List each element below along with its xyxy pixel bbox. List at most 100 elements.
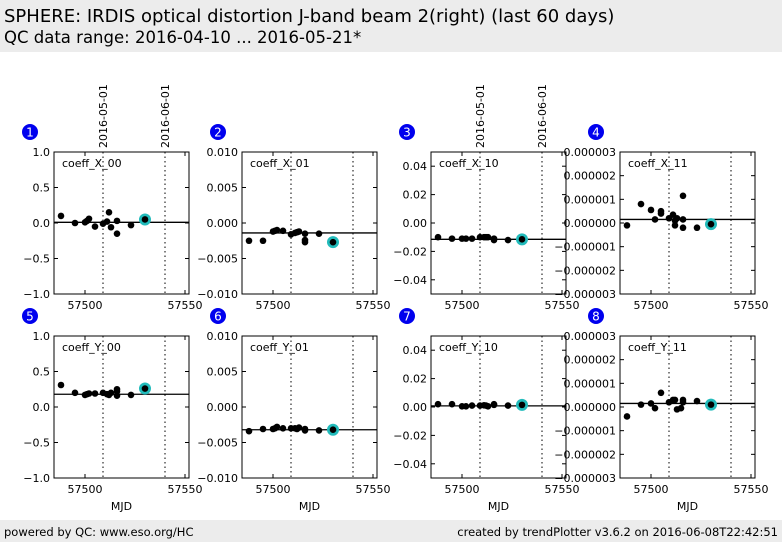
- data-point: [279, 425, 287, 432]
- date-marker-label: 2016-05-01: [97, 84, 110, 148]
- y-tick-label: −0.000003: [554, 288, 616, 301]
- plot-frame: [430, 151, 567, 295]
- y-tick-label: 0.010: [207, 146, 239, 159]
- data-point: [693, 397, 701, 405]
- y-tick-label: 0.00: [403, 401, 428, 414]
- x-tick-label: 57550: [168, 299, 203, 312]
- data-point: [671, 222, 679, 229]
- latest-data-point: [518, 401, 526, 409]
- x-axis-label: MJD: [111, 500, 132, 513]
- y-tick-label: 0.000: [207, 401, 239, 414]
- data-point: [279, 227, 287, 235]
- data-point: [245, 237, 253, 245]
- y-tick-label: 0.02: [403, 373, 428, 386]
- date-marker-label: 2016-05-01: [474, 84, 487, 148]
- y-tick-label: −0.005: [197, 437, 238, 450]
- x-axis-label: MJD: [488, 500, 509, 513]
- x-tick-label: 57500: [256, 299, 291, 312]
- footer-powered-by: powered by QC: www.eso.org/HC: [4, 525, 194, 539]
- panel-badge: [588, 308, 604, 324]
- x-tick-label: 57500: [634, 483, 669, 496]
- panel-badge: [210, 308, 226, 324]
- y-tick-label: 1.0: [33, 330, 51, 343]
- panel-badge: [22, 124, 38, 140]
- data-point: [657, 389, 665, 397]
- panel-badge: [210, 124, 226, 140]
- panel-badge: [588, 124, 604, 140]
- data-point: [91, 390, 99, 397]
- y-tick-label: −0.000001: [554, 241, 616, 254]
- panel-label: coeff_Y_00: [62, 341, 121, 354]
- data-point: [504, 236, 512, 244]
- latest-data-point: [141, 216, 149, 223]
- x-tick-label: 57500: [68, 483, 103, 496]
- data-point: [623, 222, 631, 229]
- panel-badge-number: 2: [214, 126, 222, 140]
- x-tick-label: 57550: [734, 299, 769, 312]
- data-point: [85, 390, 93, 397]
- data-point: [57, 381, 65, 389]
- y-tick-label: 0.000002: [564, 170, 617, 183]
- data-point: [245, 427, 253, 435]
- data-point: [107, 223, 115, 231]
- x-axis-label: MJD: [299, 500, 320, 513]
- y-tick-label: −1.0: [23, 288, 50, 301]
- plot-frame: [53, 151, 190, 295]
- latest-data-point: [329, 238, 337, 246]
- data-point: [127, 391, 135, 399]
- page-subtitle: QC data range: 2016-04-10 ... 2016-05-21…: [4, 28, 362, 47]
- y-tick-label: 1.0: [33, 146, 51, 159]
- y-tick-label: −0.000002: [554, 448, 616, 461]
- y-tick-label: −0.000002: [554, 264, 616, 277]
- y-tick-label: 0.04: [403, 344, 428, 357]
- panel-label: coeff_X_01: [250, 157, 310, 170]
- panel-badge: [399, 308, 415, 324]
- data-point: [85, 215, 93, 223]
- date-marker-label: 2016-06-01: [159, 84, 172, 148]
- plot-frame: [619, 151, 756, 295]
- y-tick-label: −0.04: [393, 274, 427, 287]
- data-point: [679, 398, 687, 406]
- data-point: [259, 425, 267, 433]
- page-title: SPHERE: IRDIS optical distortion J-band …: [4, 6, 615, 27]
- panel-badge-number: 4: [592, 126, 600, 140]
- data-point: [113, 217, 121, 225]
- y-tick-label: 0.000001: [564, 377, 617, 390]
- x-tick-label: 57550: [734, 483, 769, 496]
- y-tick-label: 0.005: [207, 366, 239, 379]
- x-tick-label: 57500: [68, 299, 103, 312]
- y-tick-label: 0.0: [33, 401, 51, 414]
- y-tick-label: 0.5: [33, 366, 51, 379]
- data-point: [301, 230, 309, 237]
- data-point: [679, 216, 687, 223]
- date-marker-label: 2016-06-01: [536, 84, 549, 148]
- data-point: [113, 230, 121, 237]
- latest-data-point: [518, 236, 526, 243]
- data-point: [113, 392, 121, 399]
- data-point: [468, 402, 476, 409]
- data-point: [315, 427, 323, 434]
- latest-data-point: [141, 385, 149, 392]
- y-tick-label: 0.000000: [564, 217, 617, 230]
- data-point: [295, 424, 303, 431]
- data-point: [693, 224, 701, 232]
- latest-data-point: [707, 401, 715, 408]
- panel-badge-number: 8: [592, 310, 600, 324]
- y-tick-label: 0.000002: [564, 354, 617, 367]
- y-tick-label: 0.02: [403, 189, 428, 202]
- panel-label: coeff_X_11: [628, 157, 688, 170]
- data-point: [462, 402, 470, 410]
- y-tick-label: −0.5: [23, 437, 50, 450]
- data-point: [651, 216, 659, 223]
- y-tick-label: 0.005: [207, 182, 239, 195]
- y-tick-label: 0.010: [207, 330, 239, 343]
- x-tick-label: 57550: [545, 483, 580, 496]
- panel-badge-number: 3: [403, 126, 411, 140]
- data-point: [484, 233, 492, 241]
- data-point: [623, 413, 631, 420]
- y-tick-label: 0.04: [403, 160, 428, 173]
- data-point: [448, 235, 456, 242]
- x-tick-label: 57500: [445, 483, 480, 496]
- data-point: [679, 224, 687, 232]
- data-point: [434, 400, 442, 408]
